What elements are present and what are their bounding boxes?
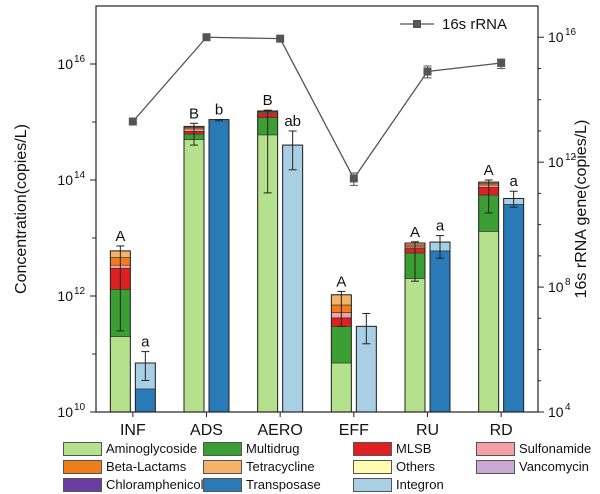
legend-item-chloramphenicol: Chloramphenicol [63,477,204,493]
legend-item-beta-lactams: Beta-Lactams [63,459,186,475]
right-axis-title: 16s rRNA gene(copies/L) [573,120,590,299]
significance-letter-arg-aero: B [263,92,273,109]
legend-swatch [203,478,242,492]
right-axis-tick-label: 10 [548,279,564,295]
bar-segment-transposase-inf [135,388,156,413]
legend-label: Tetracycline [246,459,315,474]
x-axis-tick-label-rd: RD [490,422,513,439]
left-axis-tick-label: 10 [57,56,73,72]
legend-swatch [63,442,102,456]
legend-item-integron: Integron [353,477,444,493]
legend-swatch [353,478,392,492]
legend-swatch [353,442,392,456]
line-16s-rrna [132,36,502,180]
left-axis-title: Concentration(copies/L) [13,124,30,294]
legend-swatch [63,460,102,474]
left-axis-tick-exponent: 14 [74,170,86,181]
significance-letter-arg-ads: B [189,105,199,122]
point-16s-rd [497,58,506,67]
significance-letter-mge-rd: a [509,173,518,190]
significance-letter-mge-inf: a [141,334,150,351]
right-axis-tick-exponent: 16 [565,27,577,38]
point-16s-aero [276,34,285,43]
right-axis-tick-exponent: 12 [565,152,577,163]
chart-legend: Aminoglycoside Multidrug MLSB Sulfonamide Be… [63,441,591,494]
legend-label: Aminoglycoside [106,441,198,456]
bar-segment-transposase-ru [429,250,451,413]
left-axis-tick-label: 10 [57,172,73,188]
legend-swatch [476,460,515,474]
x-axis-tick-label-eff: EFF [339,422,369,439]
point-16s-ads [202,33,211,42]
x-axis-tick-label-ru: RU [416,422,439,439]
legend-swatch [203,442,242,456]
point-16s-ru [423,67,432,76]
legend-label: Transposase [246,477,321,492]
significance-letter-arg-ru: A [410,224,420,241]
bar-segment-aminoglycoside-inf [110,336,131,413]
left-axis-tick-label: 10 [57,288,73,304]
right-axis-tick-label: 10 [548,404,564,420]
legend-item-others: Others [353,459,435,475]
legend-item-multidrug: Multidrug [203,441,299,457]
x-axis-tick-label-aero: AERO [257,422,302,439]
legend-swatch [353,460,392,474]
right-axis-tick-label: 10 [548,154,564,170]
bar-segment-aminoglycoside-eff [331,362,352,413]
bar-segment-transposase-rd [503,204,524,413]
left-axis-tick-exponent: 10 [74,402,86,413]
legend-label: Integron [396,477,444,492]
legend-swatch [476,442,515,456]
point-16s-eff [349,174,358,183]
legend-label: Chloramphenicol [106,477,204,492]
legend-item-vancomycin: Vancomycin [476,459,589,475]
significance-letter-arg-inf: A [115,228,125,245]
left-axis-tick-exponent: 12 [74,286,86,297]
bar-segment-integron-aero [282,144,303,413]
right-axis-tick-exponent: 8 [565,277,571,288]
bar-segment-aminoglycoside-rd [478,231,499,413]
significance-letter-arg-eff: A [336,273,346,290]
legend-item-tetracycline: Tetracycline [203,459,315,475]
legend-item-mlsb: MLSB [353,441,431,457]
significance-letter-arg-rd: A [484,162,494,179]
legend-item-transposase: Transposase [203,477,321,493]
legend-item-sulfonamide: Sulfonamide [476,441,591,457]
plot-frame [95,5,539,413]
x-axis-tick-label-ads: ADS [190,422,223,439]
legend-label-16s: 16s rRNA [442,16,507,33]
left-axis-tick-label: 10 [57,404,73,420]
right-axis-tick-exponent: 4 [565,402,571,413]
bar-segment-multidrug-eff [331,326,352,364]
left-axis-tick-exponent: 16 [74,54,86,65]
significance-letter-mge-aero: ab [284,113,301,130]
legend-label: Others [396,459,436,474]
x-axis-tick-label-inf: INF [120,422,146,439]
bar-segment-transposase-ads [208,120,230,413]
legend-swatch [63,478,102,492]
legend-item-aminoglycoside: Aminoglycoside [63,441,197,457]
bar-segment-aminoglycoside-ads [183,139,205,413]
point-16s-inf [128,117,137,126]
bar-segment-aminoglycoside-ru [404,278,426,413]
legend-label: Vancomycin [519,459,589,474]
significance-letter-mge-ads: b [215,102,223,119]
legend-label: Sulfonamide [519,441,592,456]
legend-label: Multidrug [246,441,300,456]
legend-swatch [203,460,242,474]
right-axis-tick-label: 10 [548,29,564,45]
legend-marker-16s [413,20,421,28]
legend-label: MLSB [396,441,432,456]
legend-label: Beta-Lactams [106,459,187,474]
significance-letter-mge-ru: a [436,218,445,235]
